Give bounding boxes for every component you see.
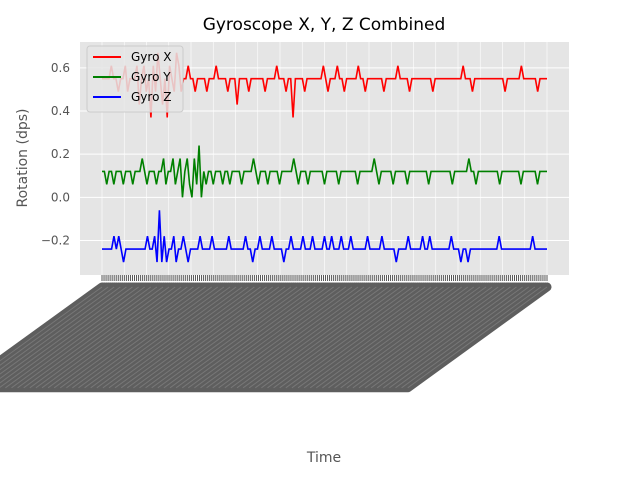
y-tick-label: −0.2 bbox=[41, 233, 70, 247]
legend-label: Gyro X bbox=[131, 50, 171, 64]
legend-label: Gyro Y bbox=[131, 70, 171, 84]
y-tick-label: 0.4 bbox=[51, 104, 70, 118]
y-axis-title: Rotation (dps) bbox=[15, 109, 31, 208]
legend-label: Gyro Z bbox=[131, 90, 171, 104]
x-tick-mark-band bbox=[101, 275, 548, 281]
x-tick-marks bbox=[101, 275, 548, 281]
x-tick-label-texture bbox=[0, 286, 548, 389]
series-line bbox=[102, 145, 547, 198]
y-tick-labels: −0.2 0.0 0.2 0.4 0.6 bbox=[41, 61, 70, 248]
chart-title: Gyroscope X, Y, Z Combined bbox=[203, 15, 446, 35]
legend-box bbox=[86, 45, 184, 113]
y-tick-label: 0.2 bbox=[51, 147, 70, 161]
x-tick-labels bbox=[0, 282, 552, 393]
legend: Gyro X Gyro Y Gyro Z bbox=[86, 45, 184, 113]
y-tick-label: 0.0 bbox=[51, 190, 70, 204]
y-tick-label: 0.6 bbox=[51, 61, 70, 75]
x-axis-title: Time bbox=[306, 450, 341, 466]
series-line bbox=[102, 210, 547, 263]
